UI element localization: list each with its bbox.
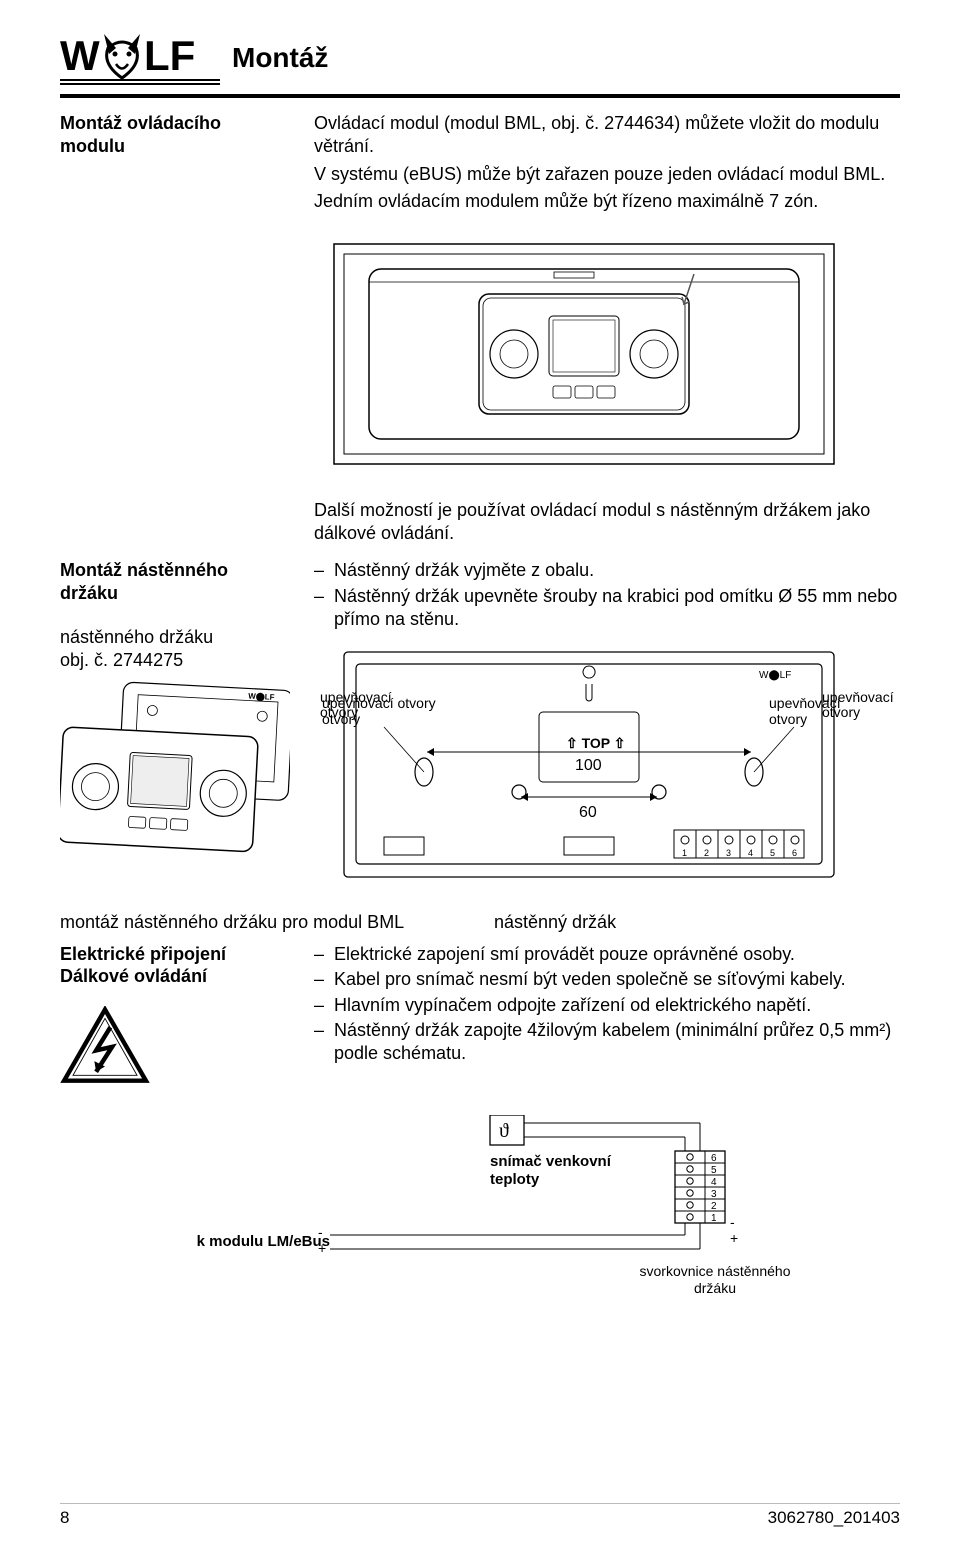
svg-text:W⬤LF: W⬤LF	[759, 670, 791, 681]
svg-text:60: 60	[579, 804, 597, 821]
section-electrical: Elektrické připojení Dálkové ovládání –E…	[60, 943, 900, 1092]
s1-p2: V systému (eBUS) může být zařazen pouze …	[314, 163, 900, 186]
svg-text:6: 6	[792, 848, 797, 858]
heading-module-mount: Montáž ovládacího modulu	[60, 112, 290, 157]
svg-text:2: 2	[711, 1201, 717, 1212]
label-mounting-holes-right: upevňovací otvory	[822, 690, 912, 721]
svg-text:5: 5	[770, 848, 775, 858]
svg-text:W: W	[60, 32, 100, 79]
svg-text:3: 3	[711, 1189, 717, 1200]
page-title: Montáž	[232, 42, 328, 74]
label-ebus: k modulu LM/eBus	[170, 1233, 330, 1250]
svg-text:⇧ TOP ⇧: ⇧ TOP ⇧	[566, 735, 626, 751]
svg-text:4: 4	[711, 1177, 717, 1188]
svg-text:2: 2	[704, 848, 709, 858]
svg-text:LF: LF	[144, 32, 195, 79]
svg-text:100: 100	[575, 757, 602, 774]
section-module-mount: Montáž ovládacího modulu Ovládací modul …	[60, 112, 900, 218]
s3-li3: Hlavním vypínačem odpojte zařízení od el…	[334, 994, 811, 1017]
svg-text:4: 4	[748, 848, 753, 858]
s2-li2: Nástěnný držák upevněte šrouby na krabic…	[334, 585, 900, 632]
caption-right: nástěnný držák	[494, 912, 616, 933]
wolf-logo: W LF	[60, 30, 220, 86]
s2-intro: Další možností je používat ovládací modu…	[314, 499, 900, 546]
svg-text:1: 1	[711, 1213, 717, 1224]
svg-text:ϑ: ϑ	[499, 1120, 509, 1142]
figure-wall-module	[314, 234, 900, 479]
figure-wiring-schematic: ϑ - + - +	[230, 1115, 900, 1305]
page-number: 8	[60, 1508, 69, 1528]
heading-remote: Dálkové ovládání	[60, 965, 290, 988]
s3-li1: Elektrické zapojení smí provádět pouze o…	[334, 943, 795, 966]
svg-text:-: -	[730, 1214, 735, 1230]
s2-li1: Nástěnný držák vyjměte z obalu.	[334, 559, 594, 582]
s1-p1: Ovládací modul (modul BML, obj. č. 27446…	[314, 112, 900, 159]
heading-wall-holder: Montáž nástěnného držáku	[60, 559, 290, 604]
s1-p3: Jedním ovládacím modulem může být řízeno…	[314, 190, 900, 213]
s3-li2: Kabel pro snímač nesmí být veden společn…	[334, 968, 846, 991]
s3-li4: Nástěnný držák zapojte 4žilovým kabelem …	[334, 1019, 900, 1066]
doc-number: 3062780_201403	[768, 1508, 900, 1528]
page-footer: 8 3062780_201403	[60, 1503, 900, 1528]
warning-icon	[60, 1006, 150, 1086]
label-mounting-holes-left: upevňovací otvory	[320, 690, 400, 721]
section-wall-holder: Montáž nástěnného držáku nástěnného držá…	[60, 559, 900, 898]
svg-text:5: 5	[711, 1165, 717, 1176]
svg-text:6: 6	[711, 1153, 717, 1164]
caption-left: montáž nástěnného držáku pro modul BML	[60, 912, 430, 933]
figure-wall-holder-back: W⬤LF	[314, 642, 874, 892]
label-outdoor-sensor: snímač venkovní teploty	[490, 1153, 630, 1188]
page-header: W LF Montáž	[60, 30, 900, 98]
part-number: obj. č. 2744275	[60, 650, 183, 670]
svg-text:1: 1	[682, 848, 687, 858]
svg-text:3: 3	[726, 848, 731, 858]
s2-sub: nástěnného držáku	[60, 627, 213, 647]
svg-text:otvory: otvory	[769, 711, 807, 727]
label-terminal: svorkovnice nástěnného držáku	[630, 1263, 800, 1295]
figure-bml-device: W⬤LF	[60, 677, 290, 857]
heading-electrical: Elektrické připojení	[60, 943, 290, 966]
svg-text:+: +	[730, 1230, 738, 1246]
